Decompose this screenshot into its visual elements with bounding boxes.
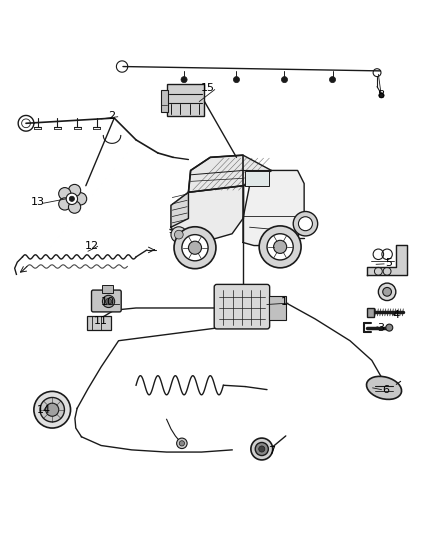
Text: 12: 12 <box>85 240 99 251</box>
Circle shape <box>282 77 288 83</box>
Polygon shape <box>243 171 304 246</box>
Circle shape <box>68 201 81 213</box>
Text: 5: 5 <box>385 258 392 268</box>
Circle shape <box>69 196 74 201</box>
Circle shape <box>329 77 336 83</box>
Text: 10: 10 <box>101 297 115 308</box>
Circle shape <box>68 184 81 197</box>
Text: 11: 11 <box>94 316 108 326</box>
Polygon shape <box>171 185 243 243</box>
Circle shape <box>379 93 384 98</box>
Bar <box>269 296 286 320</box>
FancyBboxPatch shape <box>92 290 121 312</box>
Circle shape <box>259 226 301 268</box>
Ellipse shape <box>367 376 402 399</box>
Circle shape <box>171 227 187 243</box>
Circle shape <box>74 193 87 205</box>
Circle shape <box>46 403 59 416</box>
Text: 15: 15 <box>201 83 215 93</box>
Text: 6: 6 <box>382 385 389 394</box>
Circle shape <box>59 198 71 210</box>
Circle shape <box>174 230 183 239</box>
Text: 4: 4 <box>392 310 399 319</box>
Circle shape <box>386 324 393 331</box>
Circle shape <box>293 212 318 236</box>
Circle shape <box>233 77 240 83</box>
Circle shape <box>59 188 71 200</box>
Circle shape <box>378 283 396 301</box>
Text: 14: 14 <box>37 405 51 415</box>
Circle shape <box>40 398 64 422</box>
Circle shape <box>182 235 208 261</box>
Text: 8: 8 <box>377 91 384 100</box>
Circle shape <box>274 240 287 253</box>
Bar <box>87 316 111 330</box>
Text: 13: 13 <box>31 197 45 207</box>
Text: 7: 7 <box>268 446 275 456</box>
Circle shape <box>174 227 216 269</box>
Circle shape <box>177 438 187 449</box>
Bar <box>161 90 168 111</box>
Circle shape <box>102 295 115 308</box>
Text: 1: 1 <box>281 297 288 308</box>
Circle shape <box>179 441 184 446</box>
Text: 2: 2 <box>109 111 116 121</box>
FancyBboxPatch shape <box>214 285 270 329</box>
Circle shape <box>255 442 268 456</box>
Polygon shape <box>188 155 272 192</box>
Circle shape <box>267 234 293 260</box>
Bar <box>102 285 113 293</box>
Circle shape <box>383 287 392 296</box>
Text: 3: 3 <box>377 322 384 333</box>
Bar <box>166 84 204 116</box>
Circle shape <box>34 391 71 428</box>
Bar <box>367 308 374 317</box>
Circle shape <box>251 438 273 460</box>
Circle shape <box>66 193 78 205</box>
Circle shape <box>298 217 312 231</box>
Circle shape <box>181 77 187 83</box>
Bar <box>245 171 269 185</box>
Polygon shape <box>171 192 188 227</box>
Polygon shape <box>367 245 407 275</box>
Circle shape <box>259 446 265 452</box>
Circle shape <box>188 241 201 254</box>
Circle shape <box>106 298 112 304</box>
